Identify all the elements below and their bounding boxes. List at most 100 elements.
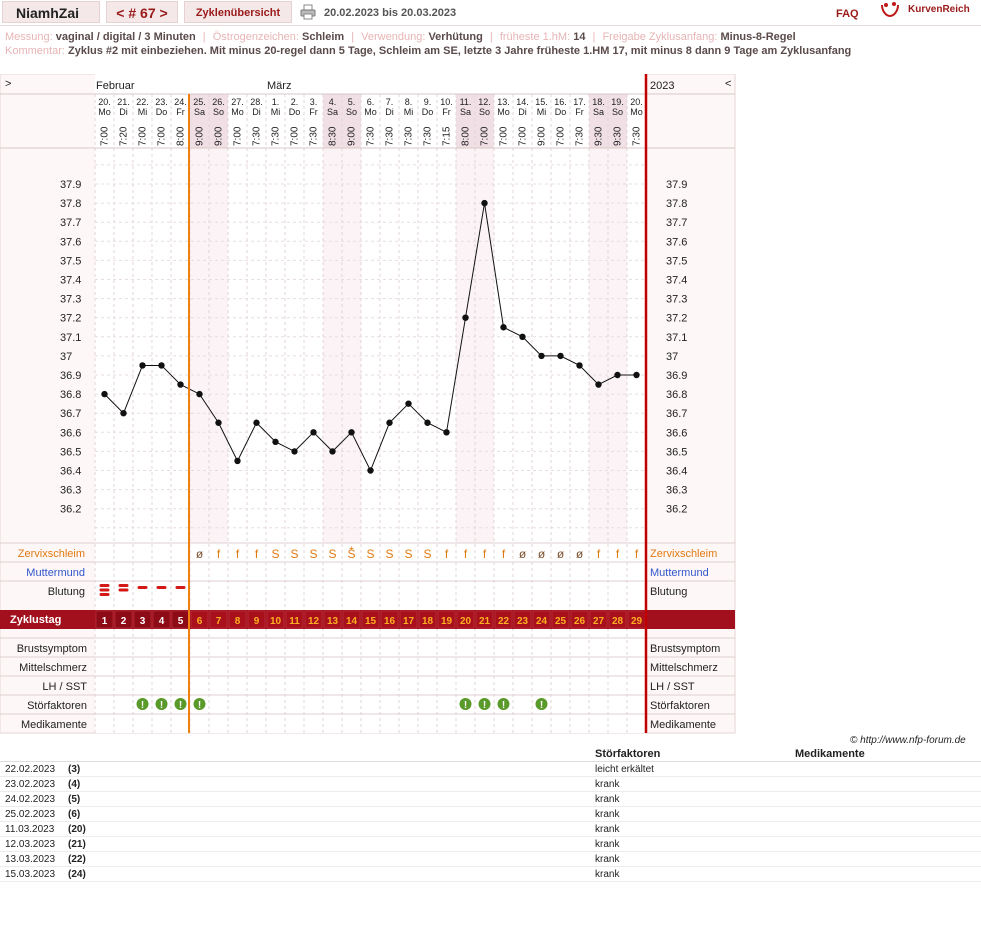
row-stoerfaktor: krank — [595, 794, 620, 805]
cycle-navigation[interactable]: < # 67 > — [106, 1, 178, 23]
time-label: 7:30 — [404, 126, 415, 146]
temperature-point — [291, 448, 298, 455]
y-tick-label: 37.2 — [666, 313, 687, 325]
day-label: 26. — [212, 97, 225, 107]
zyklustag-cell — [114, 610, 133, 629]
y-tick-label: 36.3 — [666, 485, 687, 497]
zyklustag-number: 13 — [327, 616, 339, 627]
weekday-label: Di — [518, 107, 527, 117]
y-tick-label: 37.8 — [666, 198, 687, 210]
zyklustag-number: 9 — [254, 616, 260, 627]
day-label: 27. — [231, 97, 244, 107]
muttermund-row-label: Muttermund — [650, 567, 709, 579]
zyklustag-cell — [304, 610, 323, 629]
zervix-symbol: f — [445, 547, 449, 561]
time-label: 7:00 — [157, 126, 168, 146]
zyklustag-cell — [608, 610, 627, 629]
oestrogen-value: Schleim — [302, 31, 345, 43]
weekday-label: Mi — [404, 107, 414, 117]
zervix-symbol: ø — [538, 547, 546, 561]
cycle-overview-tab[interactable]: Zyklenübersicht — [184, 1, 292, 23]
y-tick-label: 36.4 — [60, 466, 81, 478]
weekend-column — [190, 94, 209, 148]
zyklustag-cell — [247, 610, 266, 629]
printer-icon[interactable] — [300, 4, 316, 20]
day-label: 10. — [440, 97, 453, 107]
bleeding-mark — [156, 586, 167, 589]
time-label: 7:30 — [423, 126, 434, 146]
weekend-column — [608, 148, 627, 543]
weekday-label: Mo — [630, 107, 643, 117]
weekend-column — [323, 94, 342, 148]
user-name[interactable]: NiamhZai — [2, 1, 100, 23]
y-tick-label: 36.8 — [666, 389, 687, 401]
weekday-label: Mo — [364, 107, 377, 117]
zyklustag-cell — [494, 610, 513, 629]
zyklustag-cell — [418, 610, 437, 629]
weekend-column — [342, 148, 361, 543]
weekend-column — [589, 148, 608, 543]
time-label: 9:00 — [195, 126, 206, 146]
zervix-mark: + — [349, 544, 354, 553]
stoerfaktor-symbol: ! — [464, 700, 467, 711]
temperature-point — [386, 419, 393, 426]
temperature-point — [462, 314, 469, 321]
weekday-label: So — [213, 107, 224, 117]
weekday-label: So — [612, 107, 623, 117]
row-stoerfaktor: krank — [595, 809, 620, 820]
zyklustag-cell — [133, 610, 152, 629]
mittelschmerz-row-label: Mittelschmerz — [19, 662, 87, 674]
time-label: 7:30 — [252, 126, 263, 146]
day-label: 12. — [478, 97, 491, 107]
zyklustag-cell — [437, 610, 456, 629]
brust-row-label: Brustsymptom — [650, 643, 720, 655]
stoerfaktor-symbol: ! — [160, 700, 163, 711]
y-tick-label: 36.7 — [666, 408, 687, 420]
zervix-symbol: S — [290, 547, 298, 561]
zyklustag-number: 7 — [216, 616, 222, 627]
weekday-label: Sa — [460, 107, 471, 117]
zyklustag-cell — [513, 610, 532, 629]
logo-icon[interactable] — [880, 1, 900, 19]
y-tick-label: 36.5 — [666, 446, 687, 458]
zyklustag-number: 6 — [197, 616, 203, 627]
row-cycle-day: (4) — [68, 779, 81, 790]
y-tick-label: 37.4 — [666, 275, 687, 287]
temperature-point — [215, 419, 222, 426]
weekday-label: Do — [156, 107, 168, 117]
temperature-point — [443, 429, 450, 436]
zyklustag-number: 28 — [612, 616, 624, 627]
day-label: 20. — [98, 97, 111, 107]
temperature-point — [424, 419, 431, 426]
bleeding-mark — [118, 588, 129, 592]
month-label: Februar — [96, 80, 135, 92]
time-label: 9:00 — [347, 126, 358, 146]
logo-text[interactable]: KurvenReich — [908, 4, 970, 15]
zyklustag-cell — [456, 610, 475, 629]
zyklustag-number: 17 — [403, 616, 415, 627]
weekend-column — [475, 148, 494, 543]
weekday-label: Mo — [497, 107, 510, 117]
y-tick-label: 37.7 — [60, 217, 81, 229]
year-label: 2023 — [650, 80, 674, 92]
temperature-point — [576, 362, 583, 369]
y-tick-label: 37.6 — [60, 236, 81, 248]
temperature-point — [310, 429, 317, 436]
faq-link[interactable]: FAQ — [836, 8, 859, 20]
day-label: 9. — [424, 97, 432, 107]
time-label: 8:30 — [328, 126, 339, 146]
zervix-symbol: f — [255, 547, 259, 561]
zervix-symbol: f — [597, 547, 601, 561]
row-cycle-day: (6) — [68, 809, 81, 820]
blutung-row-label: Blutung — [48, 586, 85, 598]
kommentar-value: Zyklus #2 mit einbeziehen. Mit minus 20-… — [67, 45, 852, 57]
temperature-point — [614, 371, 621, 379]
weekend-column — [190, 148, 209, 543]
temperature-point — [329, 448, 336, 455]
zyklustag-number: 23 — [517, 616, 529, 627]
table-row: 22.02.2023 (3) leicht erkältet — [0, 762, 981, 777]
zervix-symbol: f — [635, 547, 639, 561]
temperature-point — [557, 352, 564, 360]
day-label: 21. — [117, 97, 130, 107]
zervix-symbol: ø — [557, 547, 565, 561]
